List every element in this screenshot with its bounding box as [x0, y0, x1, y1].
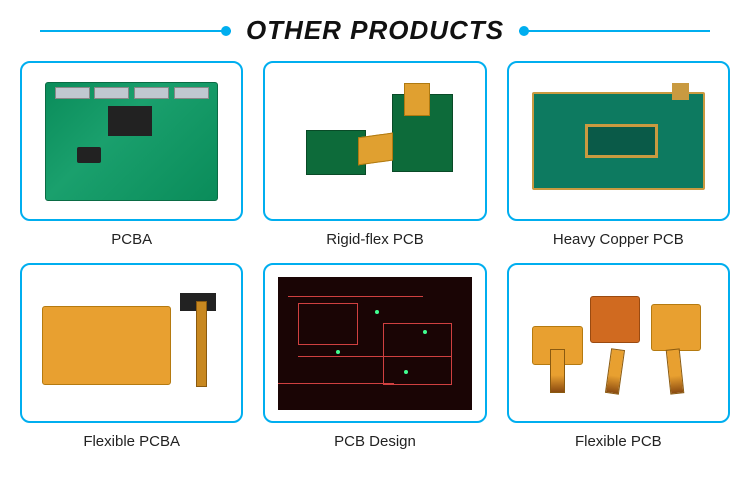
product-image-frame: [263, 263, 486, 423]
product-label: Heavy Copper PCB: [553, 231, 684, 248]
product-image-frame: [507, 263, 730, 423]
product-label: Flexible PCB: [575, 433, 662, 450]
section-header: OTHER PRODUCTS: [20, 15, 730, 46]
product-card-heavy-copper[interactable]: Heavy Copper PCB: [507, 61, 730, 248]
product-image-frame: [20, 263, 243, 423]
product-card-rigid-flex[interactable]: Rigid-flex PCB: [263, 61, 486, 248]
flexible-pcba-illustration: [42, 291, 221, 396]
product-label: Flexible PCBA: [83, 433, 180, 450]
product-image-frame: [507, 61, 730, 221]
product-label: Rigid-flex PCB: [326, 231, 424, 248]
product-label: PCB Design: [334, 433, 416, 450]
pcb-design-illustration: [278, 277, 471, 410]
product-card-flexible-pcb[interactable]: Flexible PCB: [507, 263, 730, 450]
product-image-frame: [20, 61, 243, 221]
product-label: PCBA: [111, 231, 152, 248]
divider-line-left: [40, 30, 231, 32]
heavy-copper-illustration: [532, 92, 705, 190]
product-card-pcb-design[interactable]: PCB Design: [263, 263, 486, 450]
product-grid: PCBA Rigid-flex PCB Heavy Copper PCB: [20, 61, 730, 450]
product-card-flexible-pcba[interactable]: Flexible PCBA: [20, 263, 243, 450]
section-title: OTHER PRODUCTS: [231, 15, 519, 46]
flexible-pcb-illustration: [529, 287, 708, 399]
product-image-frame: [263, 61, 486, 221]
product-card-pcba[interactable]: PCBA: [20, 61, 243, 248]
divider-line-right: [519, 30, 710, 32]
rigid-flex-illustration: [289, 85, 462, 197]
pcba-illustration: [45, 82, 218, 201]
